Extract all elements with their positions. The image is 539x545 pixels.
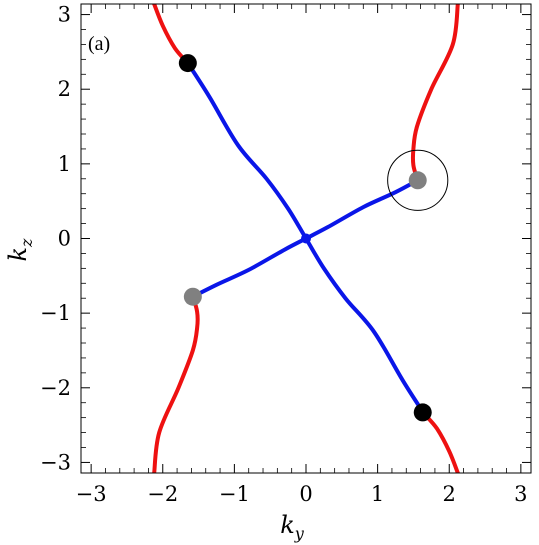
axis-ticks — [81, 4, 531, 473]
marker-black_point-1 — [413, 403, 432, 422]
highlight-circle — [387, 149, 449, 211]
x-axis-title-sub: y — [294, 524, 305, 543]
y-axis-title-sub: z — [17, 238, 36, 248]
y-tick-label-3: 0 — [58, 227, 71, 251]
x-axis-title: ky — [280, 511, 305, 543]
x-tick-label-2: −1 — [219, 482, 250, 506]
x-tick-label-1: −2 — [147, 482, 178, 506]
x-tick-label-0: −3 — [76, 482, 107, 506]
y-tick-label-2: −1 — [40, 301, 71, 325]
y-tick-label-6: 3 — [58, 3, 71, 27]
y-tick-label-1: −2 — [40, 376, 71, 400]
marker-black_point-0 — [178, 54, 197, 73]
chart-markers — [178, 54, 449, 422]
y-axis-title: kz — [4, 238, 36, 262]
series-line-red-2 — [422, 411, 460, 473]
x-tick-label-3: 0 — [299, 482, 312, 506]
series-line-red-3 — [410, 4, 460, 183]
marker-gray_point-3 — [183, 287, 202, 306]
series-line-red-5 — [152, 294, 200, 473]
y-tick-label-4: 1 — [58, 152, 71, 176]
y-tick-label-0: −3 — [40, 450, 71, 474]
y-axis-title-main: k — [4, 247, 32, 262]
center-point — [301, 233, 311, 244]
x-tick-label-6: 3 — [514, 482, 527, 506]
x-axis-title-main: k — [280, 511, 295, 539]
y-tick-label-5: 2 — [58, 77, 71, 101]
tick-labels: −3 −2 −1 0 1 2 3 −3 −2 −1 0 1 2 3 — [40, 3, 528, 506]
panel-label: (a) — [88, 33, 110, 55]
x-tick-label-4: 1 — [371, 482, 384, 506]
x-tick-label-5: 2 — [443, 482, 456, 506]
series-line-red-0 — [152, 4, 190, 66]
marker-gray_point-2 — [408, 171, 427, 190]
